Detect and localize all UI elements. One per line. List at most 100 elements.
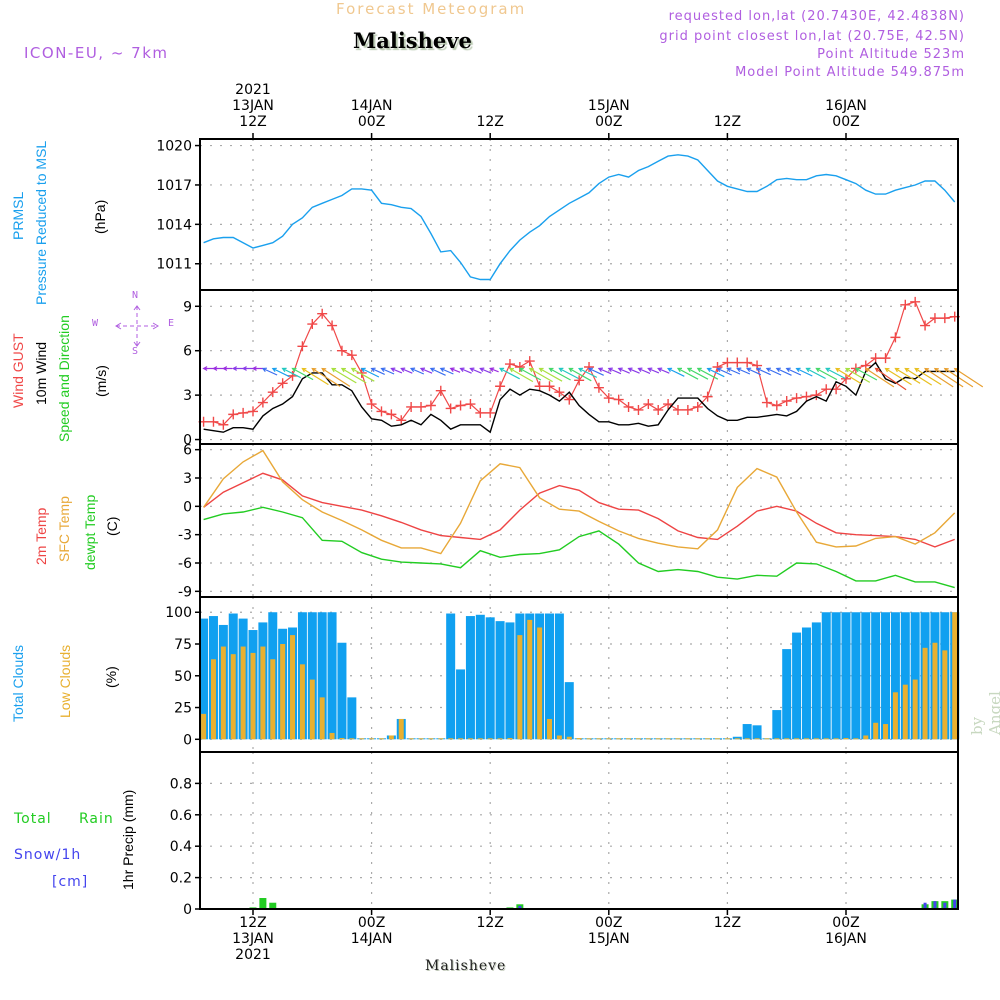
low-clouds-bar	[201, 713, 207, 740]
wind-direction-arrow	[281, 367, 302, 379]
snow-bar	[933, 901, 937, 909]
x-tick-label-bottom: 16JAN	[825, 931, 867, 947]
total-clouds-bar	[782, 649, 792, 740]
total-clouds-bar	[327, 612, 337, 740]
gust-marker	[841, 373, 851, 384]
low-clouds-bar	[329, 732, 335, 740]
gust-marker	[682, 404, 693, 415]
gust-marker	[811, 390, 822, 401]
point-altitude: Point Altitude 523m	[817, 47, 965, 62]
wind-direction-arrow	[815, 367, 838, 381]
snow-bar	[923, 902, 927, 909]
wind-direction-arrow	[746, 367, 762, 376]
wind-direction-arrow	[577, 367, 598, 378]
gust-marker	[327, 320, 338, 331]
total-clouds-bar	[347, 697, 357, 740]
wind-direction-arrow	[904, 367, 933, 386]
wind-direction-arrow	[914, 367, 942, 386]
y-tick-label: -9	[178, 584, 192, 600]
x-tick-label-top: 00Z	[832, 114, 859, 130]
gust-marker	[376, 406, 387, 417]
low-clouds-bar	[418, 738, 424, 740]
gust-marker	[761, 397, 772, 408]
gust-marker	[267, 387, 278, 398]
x-tick-label-top: 13JAN	[232, 98, 274, 114]
y-tick-label: 0	[183, 732, 192, 748]
gust-marker	[475, 407, 486, 418]
gust-marker	[317, 308, 328, 319]
y-tick-label: 0	[183, 499, 192, 515]
low-clouds-bar	[873, 722, 879, 740]
pressure-line	[203, 154, 956, 281]
low-clouds-bar	[438, 738, 444, 740]
wind-direction-arrow	[459, 367, 472, 374]
rain-bar	[259, 898, 267, 909]
total-clouds-bar	[564, 682, 574, 740]
wind-direction-arrow	[291, 367, 314, 381]
wind-direction-arrow	[222, 366, 233, 371]
x-tick-label-bottom: 2021	[235, 947, 271, 963]
y-tick-label: 0.4	[170, 839, 192, 855]
total-clouds-bar	[475, 614, 485, 740]
compass-north: N	[132, 290, 139, 301]
total-clouds-bar	[900, 612, 910, 740]
wind-direction-arrow	[755, 367, 771, 376]
gust-marker	[366, 399, 377, 410]
low-clouds-bar	[230, 654, 236, 740]
low-clouds-bar	[685, 738, 691, 740]
y-tick-label: 0.8	[170, 776, 192, 792]
gust-marker	[870, 353, 881, 364]
gust-marker	[574, 375, 585, 386]
x-tick-label-top: 12Z	[476, 114, 503, 130]
gust-marker	[623, 401, 634, 412]
low-clouds-bar	[823, 738, 829, 740]
wind-direction-arrow	[706, 367, 725, 378]
total-clouds-bar	[456, 669, 466, 740]
total-clouds-bar	[505, 622, 515, 740]
wind-direction-arrow	[202, 366, 214, 371]
low-clouds-bar	[497, 738, 503, 740]
low-clouds-bar	[309, 679, 315, 740]
low-clouds-bar	[339, 738, 345, 740]
y-tick-label: 0.6	[170, 808, 192, 824]
wind-direction-arrow	[924, 367, 954, 388]
low-clouds-bar	[734, 738, 740, 740]
gust-marker	[880, 353, 891, 364]
low-clouds-bar	[586, 738, 592, 740]
low-clouds-bar	[290, 635, 296, 740]
y-tick-label: 0	[183, 902, 192, 918]
gust-marker	[386, 409, 397, 420]
gust-marker	[346, 350, 357, 361]
wind-direction-arrow	[686, 367, 709, 380]
x-tick-label-top: 12Z	[239, 114, 266, 130]
low-clouds-bar	[250, 652, 256, 740]
wind-direction-arrow	[864, 367, 895, 388]
total-clouds-bar	[821, 612, 831, 740]
wind-direction-arrow	[805, 367, 826, 380]
gust-marker	[564, 394, 575, 405]
wind-direction-arrow	[370, 367, 385, 375]
panel-frame	[199, 751, 959, 910]
low-clouds-bar	[784, 738, 790, 740]
low-clouds-bar	[507, 738, 513, 740]
wind-direction-arrow	[647, 367, 660, 374]
wind-direction-arrow	[785, 367, 802, 376]
gust-marker	[781, 396, 792, 407]
total-clouds-bar	[910, 612, 920, 740]
gust-marker	[485, 407, 496, 418]
total-clouds-bar	[742, 724, 752, 740]
wind-direction-arrow	[795, 367, 813, 377]
wind-direction-arrow	[884, 367, 912, 386]
wind-direction-arrow	[340, 367, 367, 384]
precip-rain-label: Rain	[79, 811, 114, 827]
gust-marker	[534, 381, 545, 392]
total-clouds-bar	[841, 612, 851, 740]
wind-direction-arrow	[568, 367, 592, 382]
total-clouds-bar	[465, 616, 475, 740]
wind-direction-arrow	[736, 367, 751, 375]
snow-bar	[943, 902, 947, 909]
x-tick-label-bottom: 00Z	[595, 915, 622, 931]
model-altitude: Model Point Altitude 549.875m	[735, 65, 965, 80]
wind-direction-arrow	[212, 366, 224, 371]
low-clouds-bar	[319, 697, 325, 740]
